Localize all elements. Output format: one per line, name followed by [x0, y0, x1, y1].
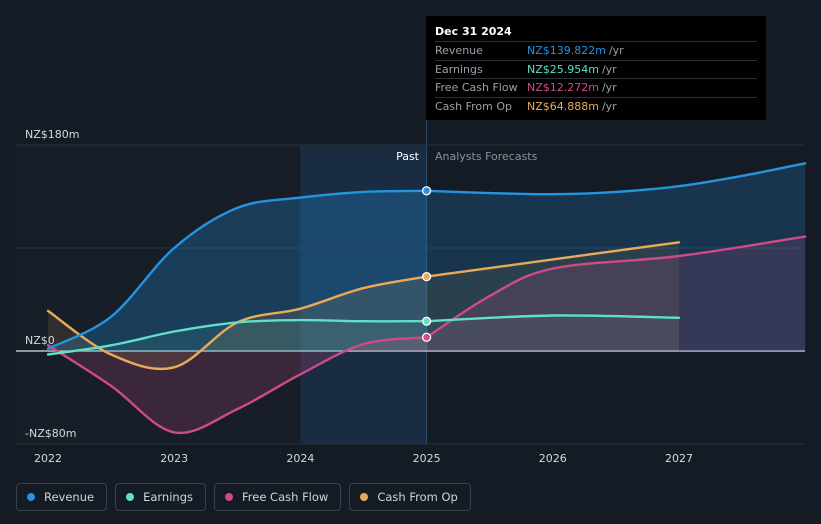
tooltip-row-cfo: Cash From Op NZ$64.888m /yr: [435, 96, 757, 116]
fcf-forecast-area: [426, 236, 806, 351]
cfo-marker: [421, 271, 432, 282]
tooltip-value: NZ$25.954m: [527, 62, 599, 76]
chart-lines: [46, 162, 807, 435]
revenue-marker: [421, 186, 432, 196]
tooltip-label: Free Cash Flow: [435, 81, 518, 95]
tooltip-value: NZ$12.272m: [527, 81, 599, 95]
legend-item-cfo[interactable]: Cash From Op: [349, 483, 471, 511]
tooltip-row-revenue: Revenue NZ$139.822m /yr: [435, 41, 757, 60]
forecast-label: Analysts Forecasts: [435, 150, 538, 163]
earnings-past-area: [48, 320, 427, 355]
earnings-past-line: [46, 318, 428, 356]
y-tick-label: -NZ$80m: [25, 427, 76, 440]
tooltip-label: Cash From Op: [435, 99, 513, 113]
revenue-forecast-area: [426, 163, 806, 351]
tooltip-row-earnings: Earnings NZ$25.954m /yr: [435, 59, 757, 79]
x-tick-label: 2025: [413, 452, 441, 465]
cfo-forecast-line: [425, 241, 681, 278]
legend: Revenue Earnings Free Cash Flow Cash Fro…: [16, 483, 471, 511]
legend-dot-icon: [360, 493, 369, 501]
revenue-past-line: [46, 189, 428, 350]
tooltip-unit: /yr: [601, 62, 617, 76]
tooltip-unit: /yr: [608, 44, 624, 58]
x-tick-label: 2024: [286, 452, 314, 465]
y-tick-label: NZ$180m: [25, 128, 79, 141]
chart-labels: Past Analysts Forecasts NZ$180m NZ$0 -NZ$8…: [25, 128, 693, 465]
legend-dot-icon: [126, 493, 135, 501]
legend-item-fcf[interactable]: Free Cash Flow: [214, 483, 342, 511]
revenue-forecast-line: [425, 162, 807, 196]
y-tick-label: NZ$0: [25, 334, 55, 347]
legend-label: Revenue: [44, 490, 95, 504]
tooltip-row-fcf: Free Cash Flow NZ$12.272m /yr: [435, 78, 757, 97]
tooltip-label: Revenue: [435, 44, 483, 58]
tooltip-unit: /yr: [601, 81, 617, 95]
revenue-past-area: [48, 190, 427, 351]
chart-areas: [48, 163, 806, 433]
x-tick-label: 2027: [665, 452, 693, 465]
legend-label: Free Cash Flow: [242, 490, 329, 504]
legend-item-revenue[interactable]: Revenue: [16, 483, 108, 511]
tooltip-value: NZ$64.888m: [527, 99, 599, 113]
legend-item-earnings[interactable]: Earnings: [115, 483, 206, 511]
legend-dot-icon: [27, 493, 35, 501]
chart-regions: [16, 16, 428, 444]
past-region: [16, 145, 301, 444]
fcf-past-area: [48, 337, 427, 433]
x-tick-label: 2022: [34, 452, 62, 465]
x-tick-label: 2026: [539, 452, 567, 465]
chart-grid: [16, 144, 805, 445]
legend-dot-icon: [225, 493, 233, 501]
fcf-past-line: [46, 336, 428, 435]
earnings-forecast-line: [425, 314, 681, 323]
past-label: Past: [396, 150, 420, 163]
earnings-marker: [421, 316, 432, 326]
tooltip-unit: /yr: [601, 99, 617, 113]
legend-label: Cash From Op: [377, 490, 458, 504]
chart-markers: [421, 186, 432, 342]
tooltip-label: Earnings: [435, 62, 483, 76]
legend-label: Earnings: [143, 490, 193, 504]
chart: Past Analysts Forecasts NZ$180m NZ$0 -NZ$8…: [16, 16, 807, 465]
tooltip: Dec 31 2024 Revenue NZ$139.822m /yr Earn…: [426, 16, 766, 120]
tooltip-value: NZ$139.822m: [527, 44, 606, 58]
x-tick-label: 2023: [160, 452, 188, 465]
fcf-marker: [421, 332, 432, 342]
earnings-forecast-area: [426, 315, 679, 351]
tooltip-date: Dec 31 2024: [435, 25, 512, 38]
fcf-forecast-line: [425, 235, 807, 339]
cfo-forecast-area: [426, 242, 679, 351]
